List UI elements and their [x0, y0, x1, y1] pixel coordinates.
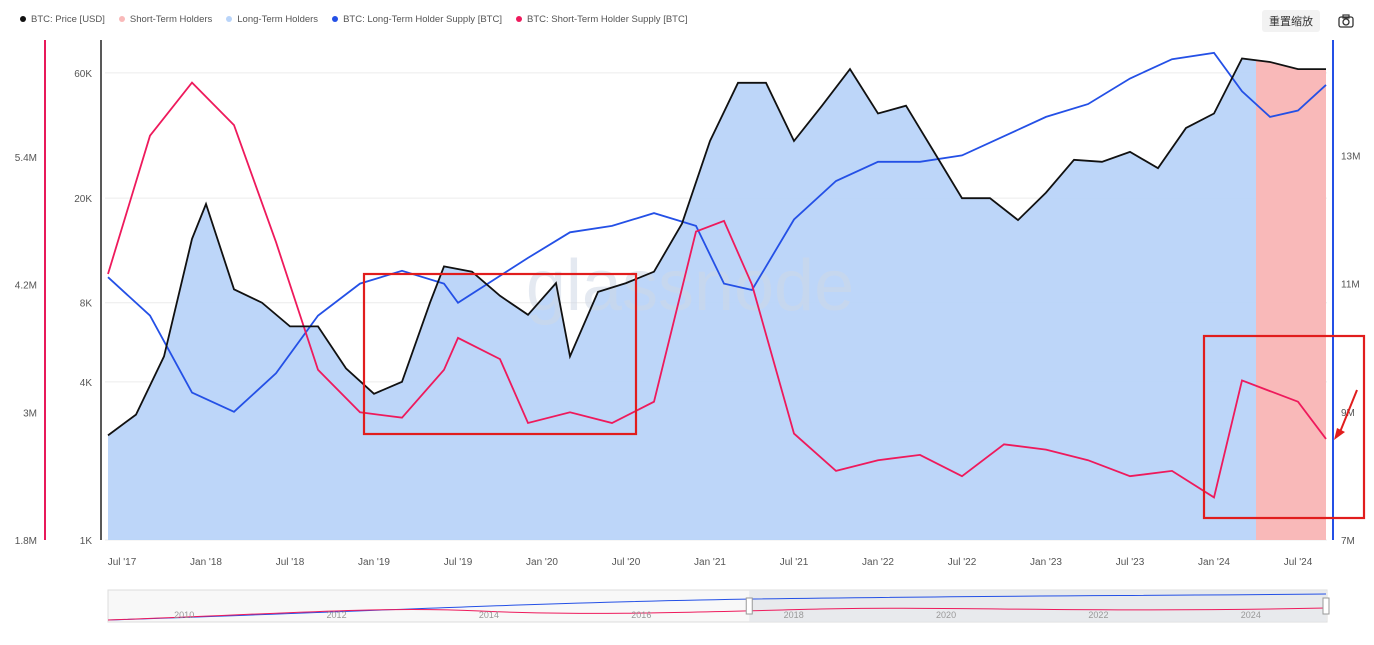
navigator-lth-line: [107, 593, 1327, 621]
x-tick-label: Jan '19: [358, 557, 390, 568]
price-tick-label: 1K: [80, 536, 93, 547]
price-tick-label: 4K: [80, 378, 93, 389]
navigator-tick-label: 2022: [1088, 610, 1108, 620]
navigator-tick-label: 2012: [327, 610, 347, 620]
navigator-tick-label: 2016: [631, 610, 651, 620]
legend-swatch: [332, 16, 339, 22]
camera-icon[interactable]: [1336, 12, 1356, 30]
lth-supply-line: [107, 51, 1327, 413]
holder-areas: [108, 58, 1326, 540]
price-line: [107, 57, 1326, 437]
highlight-box: [1202, 334, 1366, 520]
x-tick-label: Jul '18: [276, 557, 305, 568]
left-supply-tick-label: 3M: [23, 408, 37, 419]
price-tick-label: 8K: [80, 299, 93, 310]
legend-item[interactable]: BTC: Short-Term Holder Supply [BTC]: [515, 13, 688, 25]
legend-item[interactable]: BTC: Price [USD]: [20, 14, 105, 25]
red-arrow-icon: [1334, 389, 1358, 440]
highlight-boxes: [362, 272, 1366, 520]
navigator-tick-label: 2024: [1241, 610, 1261, 620]
x-tick-label: Jul '17: [108, 557, 137, 568]
x-tick-label: Jul '21: [780, 557, 809, 568]
reset-zoom-button[interactable]: 重置缩放: [1262, 10, 1320, 32]
left-supply-tick-label: 4.2M: [15, 281, 37, 292]
navigator-selected-range[interactable]: [749, 590, 1326, 622]
legend-swatch: [226, 16, 233, 22]
x-tick-label: Jul '19: [444, 557, 473, 568]
navigator-left-handle[interactable]: [745, 597, 753, 615]
short-term-holders-area: [1256, 60, 1326, 540]
left-supply-tick-label: 5.4M: [15, 153, 37, 164]
x-tick-label: Jul '20: [612, 557, 641, 568]
right-supply-tick-label: 7M: [1341, 536, 1355, 547]
legend-item[interactable]: BTC: Long-Term Holder Supply [BTC]: [332, 14, 502, 25]
navigator-tick-label: 2020: [936, 610, 956, 620]
legend-label: BTC: Price [USD]: [31, 13, 105, 25]
legend-label: BTC: Short-Term Holder Supply [BTC]: [526, 13, 688, 25]
long-term-holders-area: [108, 58, 1326, 540]
legend-swatch: [20, 16, 26, 22]
x-tick-label: Jan '18: [190, 557, 222, 568]
x-tick-label: Jan '20: [526, 557, 558, 568]
navigator-tick-label: 2014: [479, 610, 499, 620]
legend-label: Short-Term Holders: [129, 13, 213, 25]
right-supply-tick-label: 13M: [1341, 151, 1360, 162]
highlight-box: [362, 272, 638, 436]
navigator-tick-label: 2018: [784, 610, 804, 620]
range-navigator[interactable]: 2010 2012 2014 2016 2018 2020 2022 2024: [107, 589, 1330, 623]
x-tick-label: Jul '23: [1116, 557, 1145, 568]
left-supply-tick-label: 1.8M: [15, 536, 37, 547]
x-tick-label: Jan '21: [694, 557, 726, 568]
x-tick-label: Jan '24: [1198, 557, 1230, 568]
legend-label: Long-Term Holders: [237, 13, 319, 25]
chart-legend: BTC: Price [USD] Short-Term Holders Long-T…: [20, 11, 687, 27]
navigator-sth-line: [107, 607, 1327, 621]
price-tick-label: 60K: [74, 69, 92, 80]
legend-item[interactable]: Short-Term Holders: [118, 13, 213, 25]
x-tick-label: Jan '23: [1030, 557, 1062, 568]
x-tick-label: Jul '24: [1284, 557, 1313, 568]
legend-swatch: [118, 16, 125, 22]
navigator-tick-label: 2010: [174, 610, 194, 620]
x-tick-label: Jul '22: [948, 557, 977, 568]
right-supply-tick-label: 11M: [1341, 280, 1360, 291]
legend-label: BTC: Long-Term Holder Supply [BTC]: [343, 13, 502, 25]
series-lines: [107, 51, 1327, 499]
navigator-right-handle[interactable]: [1322, 597, 1330, 615]
legend-item[interactable]: Long-Term Holders: [226, 14, 318, 25]
legend-swatch: [515, 16, 522, 22]
axis-ticks: 1K4K8K20K60K1.8M3M4.2M5.4M7M9M11M13MJul …: [15, 69, 1361, 568]
price-tick-label: 20K: [74, 194, 92, 205]
sth-supply-line: [107, 81, 1327, 499]
x-tick-label: Jan '22: [862, 557, 894, 568]
